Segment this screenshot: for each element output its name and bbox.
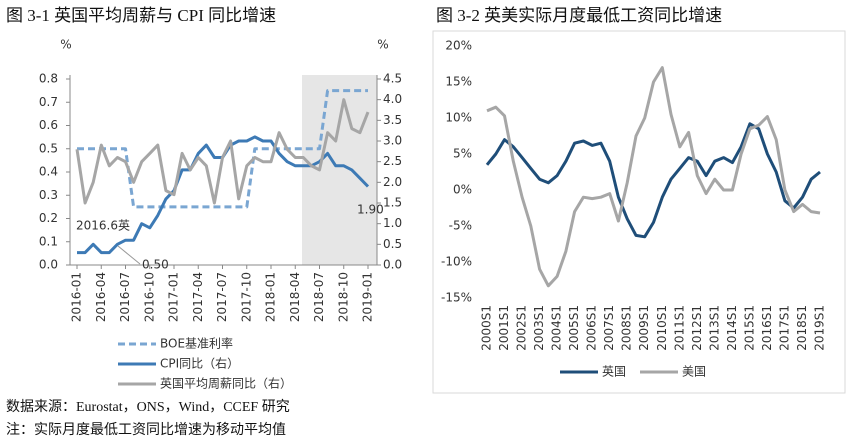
y-tick-label: 0.1 — [39, 234, 58, 248]
x-tick-label: 2018-07 — [312, 272, 326, 322]
x-tick-label: 2018S1 — [795, 305, 809, 351]
annotation-leader — [117, 245, 141, 265]
x-tick-label: 2017-04 — [191, 272, 205, 322]
x-tick-label: 2018-10 — [336, 272, 350, 322]
x-tick-label: 2017S1 — [777, 305, 791, 351]
y2-tick-label: 3.0 — [383, 134, 402, 148]
x-tick-label: 2016-01 — [70, 272, 84, 322]
y-tick-label: 10% — [445, 111, 472, 125]
x-tick-label: 2009S1 — [637, 305, 651, 351]
y-tick-label: 0.6 — [39, 118, 58, 132]
footer-note: 数据来源：Eurostat，ONS，Wind，CCEF 研究 — [6, 399, 290, 415]
x-tick-label: 2012S1 — [690, 305, 704, 351]
x-tick-label: 2004S1 — [550, 305, 564, 351]
x-tick-label: 2000S1 — [480, 305, 494, 351]
legend-label: 英国平均周薪同比（右） — [160, 376, 292, 391]
y-tick-label: 15% — [445, 75, 472, 89]
x-tick-label: 2017-01 — [167, 272, 181, 322]
footer-note: 注：实际月度最低工资同比增速为移动平均值 — [6, 422, 286, 438]
x-tick-label: 2006S1 — [585, 305, 599, 351]
y2-tick-label: 4.0 — [383, 92, 402, 106]
chart-title: 图 3-1 英国平均周薪与 CPI 同比增速 — [6, 6, 276, 25]
x-tick-label: 2005S1 — [567, 305, 581, 351]
y-tick-label: 0% — [453, 183, 472, 197]
y2-tick-label: 1.0 — [383, 216, 402, 230]
y-tick-label: 0.8 — [39, 72, 58, 86]
y2-tick-label: 1.5 — [383, 196, 402, 210]
x-tick-label: 2019S1 — [813, 305, 827, 351]
y2-tick-label: 3.5 — [383, 113, 402, 127]
highlight-region — [302, 75, 377, 265]
legend-label: BOE基准利率 — [160, 336, 233, 351]
series-line — [77, 89, 368, 209]
x-tick-label: 2001S1 — [497, 305, 511, 351]
y-tick-label: 20% — [445, 39, 472, 53]
y-tick-label: -5% — [449, 219, 472, 233]
x-tick-label: 2016-10 — [142, 272, 156, 322]
x-tick-label: 2003S1 — [532, 305, 546, 351]
y-tick-label: 0.2 — [39, 211, 58, 225]
y-axis-unit: % — [60, 38, 71, 52]
x-tick-label: 2018-01 — [264, 272, 278, 322]
x-tick-label: 2010S1 — [655, 305, 669, 351]
y-tick-label: -15% — [441, 291, 472, 305]
legend-label: 美国 — [682, 365, 706, 379]
x-tick-label: 2008S1 — [620, 305, 634, 351]
x-tick-label: 2015S1 — [742, 305, 756, 351]
y-tick-label: 5% — [453, 147, 472, 161]
panel-border — [432, 30, 846, 394]
x-tick-label: 2014S1 — [725, 305, 739, 351]
y-tick-label: 0.0 — [39, 258, 58, 272]
x-tick-label: 2019-01 — [361, 272, 375, 322]
series-line — [486, 66, 821, 288]
y2-tick-label: 2.0 — [383, 175, 402, 189]
y2-tick-label: 2.5 — [383, 154, 402, 168]
annotation: 0.50 — [142, 258, 169, 272]
y-tick-label: -10% — [441, 255, 472, 269]
y-tick-label: 0.7 — [39, 95, 58, 109]
x-tick-label: 2002S1 — [515, 305, 529, 351]
x-tick-label: 2011S1 — [672, 305, 686, 351]
series-line — [75, 98, 370, 205]
legend-label: CPI同比（右） — [160, 356, 239, 371]
y-tick-label: 0.3 — [39, 188, 58, 202]
y2-tick-label: 4.5 — [383, 72, 402, 86]
x-tick-label: 2017-10 — [239, 272, 253, 322]
x-tick-label: 2018-04 — [288, 272, 302, 322]
annotation: 1.90 — [357, 203, 384, 217]
y2-axis-unit: % — [377, 38, 388, 52]
x-tick-label: 2017-07 — [215, 272, 229, 322]
y-tick-label: 0.4 — [39, 165, 58, 179]
chart-title: 图 3-2 英美实际月度最低工资同比增速 — [436, 6, 722, 25]
series-line — [485, 122, 821, 239]
legend-label: 英国 — [602, 365, 626, 379]
x-tick-label: 2007S1 — [602, 305, 616, 351]
x-tick-label: 2016-07 — [118, 272, 132, 322]
x-tick-label: 2016S1 — [760, 305, 774, 351]
annotation: 2016.6英 — [76, 219, 130, 233]
y2-tick-label: 0.5 — [383, 237, 402, 251]
y2-tick-label: 0.0 — [383, 258, 402, 272]
y-tick-label: 0.5 — [39, 141, 58, 155]
x-tick-label: 2013S1 — [707, 305, 721, 351]
x-tick-label: 2016-04 — [94, 272, 108, 322]
